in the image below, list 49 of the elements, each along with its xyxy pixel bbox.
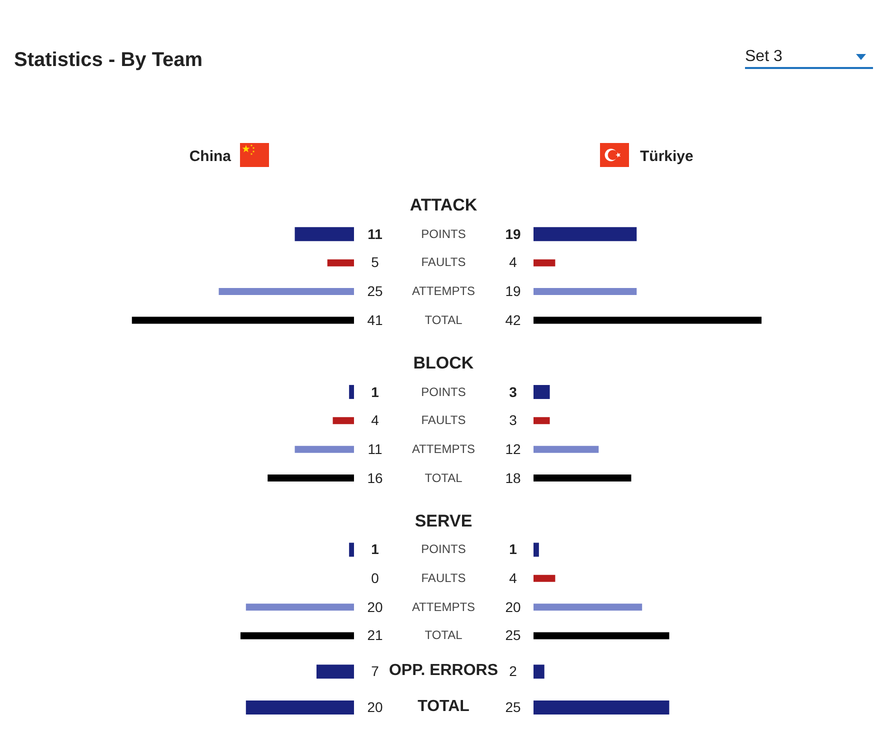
data-label: 20 bbox=[367, 699, 383, 715]
y-tick-label: ATTEMPTS bbox=[412, 284, 476, 298]
data-label: 2 bbox=[509, 663, 517, 680]
data-label: 16 bbox=[367, 470, 383, 486]
y-tick-label: POINTS bbox=[421, 542, 466, 556]
text: Statistics - By Team bbox=[14, 48, 203, 73]
y-tick-label: TOTAL bbox=[424, 312, 462, 327]
data-label: 3 bbox=[509, 412, 517, 428]
data-label: 11 bbox=[368, 226, 382, 242]
data-label: 0 bbox=[371, 570, 379, 586]
y-tick-label: ATTEMPTS bbox=[412, 600, 476, 614]
data-label: 25 bbox=[505, 627, 521, 644]
data-label: 20 bbox=[505, 598, 521, 615]
y-tick-label: TOTAL bbox=[424, 628, 462, 642]
data-label: 12 bbox=[505, 440, 521, 457]
data-label: 1 bbox=[371, 384, 379, 400]
data-label: 19 bbox=[505, 283, 521, 300]
data-label: 25 bbox=[367, 283, 383, 300]
dropdown: Set 3 bbox=[745, 45, 873, 69]
data-label: 3 bbox=[509, 384, 517, 400]
data-label: 19 bbox=[505, 226, 521, 242]
data-label: 11 bbox=[368, 440, 382, 457]
y-tick-label: FAULTS bbox=[421, 570, 466, 585]
data-label: 4 bbox=[509, 254, 517, 270]
y-tick-label: ATTACK bbox=[410, 196, 478, 214]
y-tick-label: TOTAL bbox=[418, 698, 470, 715]
chart-title: China bbox=[189, 147, 231, 167]
data-label: 7 bbox=[371, 663, 379, 680]
y-tick-label: OPP. ERRORS bbox=[388, 662, 498, 680]
y-tick-label: ATTEMPTS bbox=[412, 442, 476, 456]
y-tick-label: FAULTS bbox=[421, 255, 466, 270]
chart-title: Türkiye bbox=[640, 147, 694, 167]
y-tick-label: BLOCK bbox=[413, 353, 474, 372]
data-label: 20 bbox=[367, 598, 383, 615]
data-label: 42 bbox=[505, 312, 521, 328]
y-tick-label: FAULTS bbox=[421, 413, 466, 428]
y-tick-label: SERVE bbox=[414, 511, 472, 530]
y-tick-label: POINTS bbox=[421, 384, 466, 398]
data-label: 4 bbox=[509, 570, 517, 586]
data-label: 18 bbox=[505, 470, 521, 486]
data-label: 1 bbox=[371, 541, 379, 558]
y-tick-label: TOTAL bbox=[424, 470, 462, 484]
data-label: 41 bbox=[367, 312, 383, 328]
data-label: 1 bbox=[509, 541, 517, 558]
data-label: 21 bbox=[367, 627, 383, 644]
data-label: 4 bbox=[371, 412, 379, 428]
data-label: 5 bbox=[371, 254, 379, 270]
y-tick-label: POINTS bbox=[421, 226, 466, 241]
data-label: 25 bbox=[505, 699, 521, 715]
